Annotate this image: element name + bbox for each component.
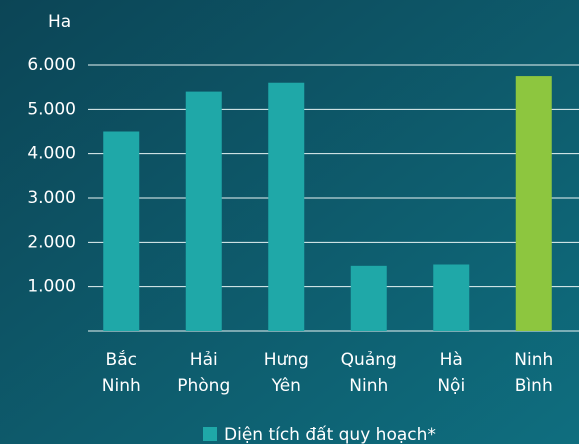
x-tick-label: Hà Nội	[437, 350, 465, 396]
y-tick-label: 3.000	[27, 188, 76, 208]
bar	[268, 82, 305, 331]
bar	[103, 131, 140, 331]
x-tick-label: Hải Phòng	[177, 350, 230, 396]
bar	[350, 265, 387, 331]
legend-label: Diện tích đất quy hoạch*	[224, 424, 436, 444]
legend-swatch	[203, 427, 217, 441]
bar	[515, 76, 552, 331]
y-tick-label: 6.000	[27, 55, 76, 75]
x-tick-label: Quảng Ninh	[341, 350, 397, 396]
x-tick-label: Hưng Yên	[264, 350, 309, 396]
y-axis-label: Ha	[48, 12, 71, 32]
bar	[433, 264, 470, 331]
y-tick-label: 5.000	[27, 99, 76, 119]
y-tick-label: 2.000	[27, 232, 76, 252]
x-tick-label: Bắc Ninh	[102, 349, 141, 396]
y-tick-label: 1.000	[27, 277, 76, 297]
x-tick-label: Ninh Bình	[514, 350, 553, 396]
y-tick-label: 4.000	[27, 144, 76, 164]
bar	[185, 91, 222, 331]
